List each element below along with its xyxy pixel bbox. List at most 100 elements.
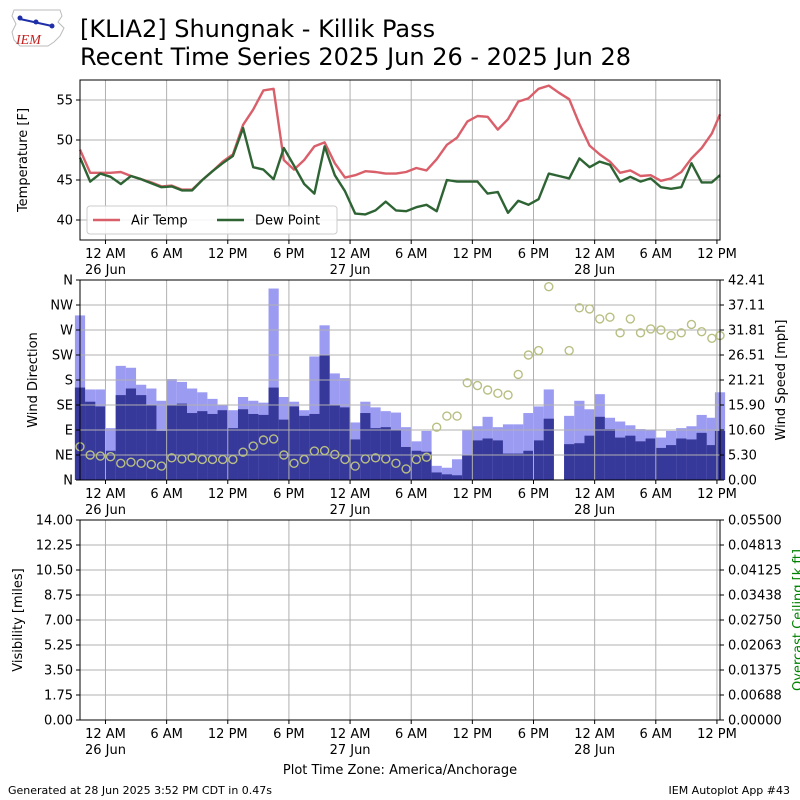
direction-point xyxy=(472,380,483,391)
temp-xtick-label: 6 AM xyxy=(150,247,183,262)
gust-bar xyxy=(451,459,463,480)
sustained-bar xyxy=(645,438,656,480)
sustained-bar xyxy=(543,418,554,480)
wind-direction-label: SE xyxy=(57,399,73,414)
direction-point xyxy=(279,450,289,460)
direction-point xyxy=(574,303,585,313)
direction-point xyxy=(248,441,258,451)
direction-point xyxy=(401,464,411,474)
wind-speed-label: 15.90 xyxy=(728,399,765,414)
sustained-bar xyxy=(411,450,422,480)
sustained-bar xyxy=(85,401,96,480)
wind-direction-label: SW xyxy=(52,349,73,364)
sustained-bar xyxy=(564,444,575,480)
wind-speed-label: 31.81 xyxy=(728,324,765,339)
sustained-bar xyxy=(421,451,432,480)
legend-label: Air Temp xyxy=(131,214,188,229)
sustained-bar xyxy=(594,416,605,480)
wind-xtick-label: 6 PM xyxy=(518,487,549,502)
sustained-bar xyxy=(146,405,157,480)
wind-xtick-label: 6 PM xyxy=(273,487,304,502)
vis-xtick-label: 6 PM xyxy=(518,727,549,742)
direction-point xyxy=(411,454,422,465)
sustained-bar xyxy=(696,432,707,480)
wind-xtick-label: 12 AM 27 Jun xyxy=(330,487,371,518)
direction-point xyxy=(584,304,595,314)
wind-direction-label: W xyxy=(60,324,73,339)
temp-xtick-label: 12 AM 28 Jun xyxy=(574,247,615,278)
visibility-axis-label: Visibility [miles] xyxy=(11,568,26,671)
ceiling-tick-label: 0.03438 xyxy=(728,589,782,604)
sustained-bar xyxy=(615,437,626,480)
direction-point xyxy=(340,454,350,465)
sustained-bar xyxy=(217,410,228,480)
ceiling-tick-label: 0.01375 xyxy=(728,664,782,679)
wind-xtick-label: 12 PM xyxy=(208,487,248,502)
direction-point xyxy=(635,328,646,338)
direction-point xyxy=(625,314,636,324)
visibility-tick-label: 5.25 xyxy=(44,639,73,654)
direction-point xyxy=(116,458,126,469)
temp-xtick-label: 6 PM xyxy=(273,247,304,262)
iem-logo: IEM xyxy=(11,9,65,48)
direction-point xyxy=(442,411,452,421)
temp-legend: Air Temp Dew Point xyxy=(86,205,338,235)
temperature-panel: 40 45 50 55 12 AM 26 Jun 6 AM 12 PM 6 PM 12 AM 27 … xyxy=(16,79,737,278)
sustained-bar xyxy=(584,435,595,480)
visibility-tick-label: 8.75 xyxy=(44,589,73,604)
wind-direction-axis-label: Wind Direction xyxy=(26,332,41,428)
wind-xtick-label: 12 AM 26 Jun xyxy=(85,487,126,518)
direction-point xyxy=(217,454,228,465)
vis-xtick-label: 12 AM 28 Jun xyxy=(574,727,615,758)
ceiling-tick-label: 0.00688 xyxy=(728,689,782,704)
sustained-bar xyxy=(686,439,697,480)
vis-xtick-label: 12 PM xyxy=(697,727,737,742)
wind-xtick-label: 12 PM xyxy=(697,487,737,502)
sustained-bar xyxy=(329,405,340,480)
direction-point xyxy=(370,453,381,463)
vis-xtick-label: 12 AM 27 Jun xyxy=(330,727,371,758)
temp-ytick-label: 50 xyxy=(56,134,73,149)
direction-point xyxy=(646,324,656,334)
wind-speed-axis-label: Wind Speed [mph] xyxy=(774,320,789,441)
direction-point xyxy=(177,454,187,464)
ceiling-tick-label: 0.04813 xyxy=(728,539,782,554)
direction-point xyxy=(350,461,360,471)
sustained-bar xyxy=(299,415,310,480)
sustained-bar xyxy=(380,427,391,480)
timezone-label: Plot Time Zone: America/Anchorage xyxy=(282,763,518,778)
direction-point xyxy=(381,454,391,464)
wind-direction-label: N xyxy=(63,474,73,489)
sustained-bar xyxy=(431,472,442,480)
temp-frame xyxy=(79,79,721,241)
wind-direction-label: NW xyxy=(50,299,73,314)
sustained-bar xyxy=(472,440,483,480)
visibility-panel: 0.00 1.75 3.50 5.25 7.00 8.75 10.50 12.25 14.00 0… xyxy=(11,514,800,759)
vis-xtick-label: 6 AM xyxy=(640,727,673,742)
direction-point xyxy=(167,453,177,463)
sustained-bar xyxy=(635,441,646,480)
vis-xtick-label: 6 AM xyxy=(150,727,183,742)
sustained-bar xyxy=(492,440,503,480)
wind-direction-label: E xyxy=(65,424,73,439)
wind-direction-label: S xyxy=(65,374,73,389)
wind-direction-label: NE xyxy=(55,449,73,464)
sustained-bar xyxy=(207,413,218,480)
direction-point xyxy=(187,453,197,463)
sustained-bar xyxy=(676,438,687,480)
sustained-bar xyxy=(625,435,636,480)
direction-point xyxy=(146,459,157,470)
direction-point xyxy=(533,345,544,356)
generated-note: Generated at 28 Jun 2025 3:52 PM CDT in … xyxy=(8,784,273,797)
direction-point xyxy=(136,458,146,469)
direction-point xyxy=(493,388,503,399)
direction-point xyxy=(462,378,472,388)
sustained-bar xyxy=(574,443,585,480)
dew-point-line xyxy=(78,126,721,216)
direction-point xyxy=(126,457,136,467)
sustained-bar xyxy=(451,475,463,480)
sustained-bar xyxy=(115,395,126,480)
direction-point xyxy=(615,328,625,338)
sustained-bar xyxy=(655,447,666,480)
gust-bar xyxy=(523,413,534,480)
